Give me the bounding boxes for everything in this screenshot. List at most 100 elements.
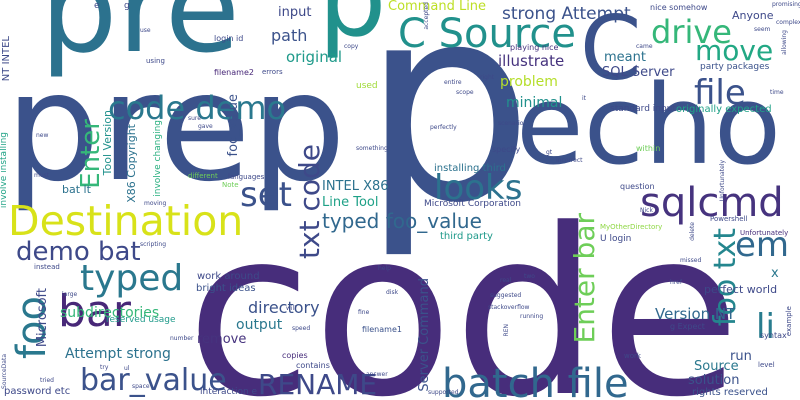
word-pre: pre [40, 0, 240, 80]
word-sure: sure [188, 115, 201, 122]
word-copies: copies [282, 351, 308, 360]
word-must: must [34, 172, 50, 179]
word-supported: supported [428, 389, 459, 396]
word-path: path [271, 26, 308, 45]
word-try: try [100, 364, 109, 371]
word-help: help [378, 265, 391, 272]
word-work: work [624, 352, 641, 360]
word-allowing: allowing [781, 30, 788, 55]
word-source: Source [694, 359, 739, 374]
word-command-line: Command Line [388, 0, 487, 14]
word-echo: echo [516, 61, 782, 189]
word-number: number [170, 335, 194, 342]
word-minimal: minimal [506, 95, 563, 111]
word-typed-foo-value: typed foo_value [322, 209, 482, 233]
word-prep: prep [5, 41, 347, 215]
word-sql-server: SQL Server [602, 65, 675, 80]
word-use: use [140, 27, 151, 34]
word-running: running [520, 313, 544, 320]
word-drive: drive [651, 13, 732, 51]
word-sourcedata: SourceData [1, 354, 8, 389]
word-batch-file: batch file [442, 361, 629, 400]
word-code: code [186, 181, 741, 400]
word-involve-installing: involve installing [0, 132, 9, 209]
word-reserved-usage: reserved usage [106, 315, 176, 325]
word-looks: looks [434, 168, 523, 208]
word-two: two [524, 273, 535, 280]
word-line-tool: Line Tool [322, 195, 379, 210]
word-run: run [730, 349, 752, 364]
word-disk: disk [386, 289, 399, 296]
word-bar-value: bar_value [80, 363, 227, 398]
word-microsoft: Microsoft [35, 288, 50, 348]
word-entire: entire [444, 79, 462, 86]
word-directory: directory [248, 298, 320, 317]
word-foo-value: foo_value [226, 94, 241, 157]
word-file: file [694, 73, 746, 113]
word-incorrect: incorrect [556, 157, 583, 164]
word-filename1: filename1 [362, 325, 402, 334]
word-example: example [785, 306, 793, 337]
word-interaction-e: interaction e [200, 387, 258, 397]
word-playing-nice: playing nice [510, 43, 559, 52]
word-bat-lt: bat lt [62, 183, 91, 196]
word-myotherdirectory: MyOtherDirectory [600, 223, 663, 231]
word-input: input [278, 5, 312, 20]
word-e: e [94, 1, 100, 11]
word-login-id: login id [214, 34, 244, 43]
word-originally-expected: originally expected [676, 104, 772, 115]
word-specify: specify [492, 145, 521, 154]
word-will: will [286, 305, 296, 312]
word-suggested: suggested [490, 292, 522, 299]
word-languages: languages [228, 173, 265, 181]
word-different: different [188, 172, 218, 180]
word-password-etc: password etc [4, 386, 71, 397]
word-solution: solution [688, 373, 740, 388]
word-server-command: Server Command [417, 278, 432, 392]
word-destination: Destination [8, 197, 244, 245]
word-move: move [695, 34, 774, 67]
word-strong-attempt: strong Attempt [502, 4, 631, 24]
word-right: right [480, 74, 495, 81]
word-p: p [318, 0, 387, 53]
word-enter-bar: Enter bar [568, 213, 601, 344]
word-rights-reserved: rights reserved [692, 387, 768, 398]
word-output: output [236, 317, 283, 333]
word-original: original [286, 48, 343, 66]
word-bright-ideas: bright ideas [196, 283, 256, 294]
word-li: li [756, 307, 775, 347]
word-involve-changing: involve changing [153, 120, 163, 197]
word-came: came [636, 43, 653, 50]
word-gave: gave [198, 123, 213, 130]
word-unfortunately-2: Unfortunately [719, 160, 726, 202]
word-tool-version: Tool Version [101, 110, 114, 176]
word-tried: tried [40, 377, 54, 384]
word-note: Note [222, 181, 239, 189]
word-copy: copy [344, 43, 359, 50]
word-p-large: p [362, 0, 534, 262]
word-promising: promising [772, 1, 800, 8]
word-c-source: C Source [398, 11, 577, 57]
word-attempt-strong: Attempt strong [65, 346, 171, 362]
word-ren: REN [503, 324, 510, 337]
word-new: new [36, 132, 49, 139]
word-u-login: U login [600, 234, 632, 244]
word-scope: scope [456, 89, 474, 96]
word-illustrate: illustrate [498, 52, 565, 70]
word-standard-input: standard input [610, 104, 676, 114]
word-anyone: Anyone [732, 9, 774, 22]
word-microsoft-corporation: Microsoft Corporation [424, 199, 521, 209]
word-party-packages: party packages [700, 62, 770, 72]
word-answer: answer [366, 371, 388, 378]
word-third-party: third party [440, 231, 493, 242]
word-using: using [146, 57, 165, 65]
word-something: something [356, 145, 388, 152]
word-instead: instead [34, 263, 60, 271]
word-perfectly: perfectly [430, 124, 457, 131]
word-bar: bar [58, 286, 131, 337]
word-demo-bat: demo bat [16, 237, 141, 267]
word-version-nt: Version NT [655, 305, 736, 323]
word-complex: complex [776, 19, 800, 26]
word-txt-code: txt code [293, 144, 326, 259]
